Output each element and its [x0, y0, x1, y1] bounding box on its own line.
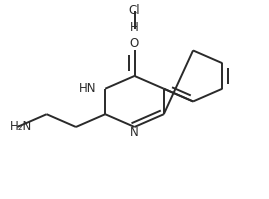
Text: Cl: Cl [129, 4, 140, 17]
Text: HN: HN [78, 82, 96, 95]
Text: N: N [130, 126, 139, 139]
Text: H: H [130, 21, 139, 34]
Text: H₂N: H₂N [10, 120, 32, 134]
Text: O: O [130, 37, 139, 50]
